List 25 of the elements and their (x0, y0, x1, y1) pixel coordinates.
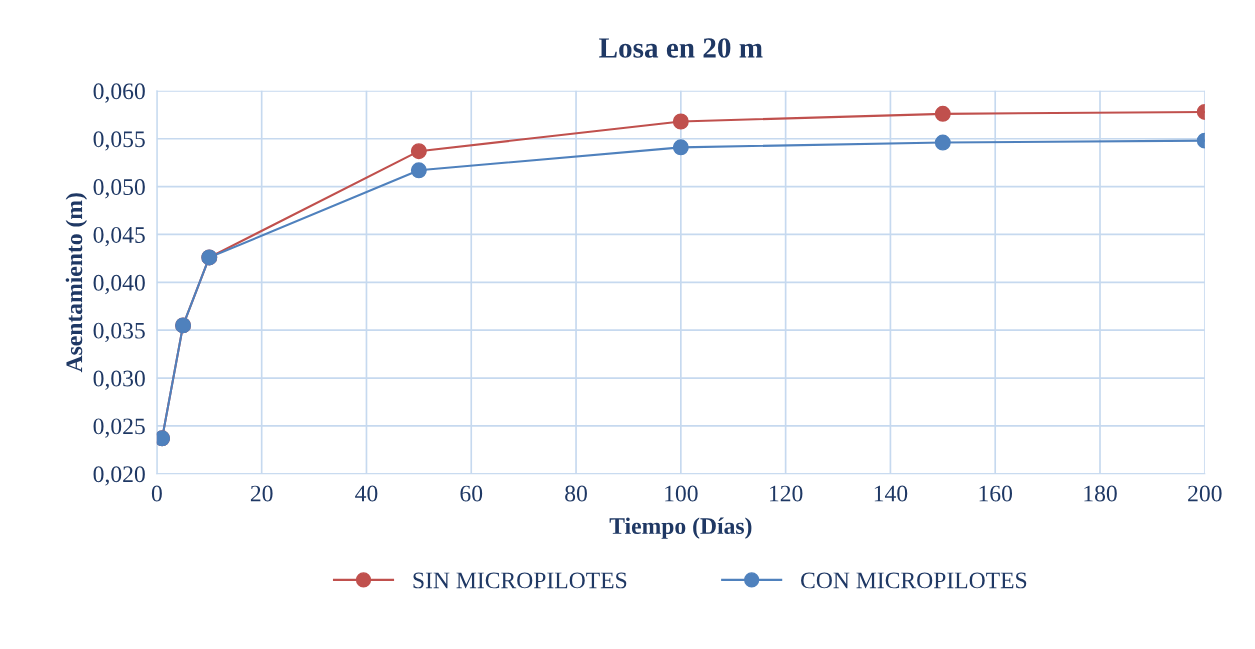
x-tick-label: 200 (1188, 485, 1222, 502)
y-tick-label: 0,060 (93, 83, 145, 103)
x-tick-label: 80 (565, 485, 587, 502)
x-tick-label: 140 (874, 485, 908, 502)
x-tick-label: 160 (979, 485, 1013, 502)
y-tick-label: 0,045 (93, 226, 145, 247)
x-tick-label: 120 (770, 485, 803, 502)
y-tick-label: 0,050 (93, 179, 145, 199)
x-tick-label: 0 (151, 485, 162, 502)
x-tick-label: 60 (460, 485, 483, 502)
x-axis-title: Tiempo (Días) (609, 517, 752, 539)
x-tick-label: 180 (1084, 485, 1117, 502)
legend-label: SIN MICROPILOTES (413, 572, 627, 589)
y-axis-title: Asentamiento (m) (65, 193, 88, 373)
chart-title: Losa en 20 m (599, 38, 763, 58)
y-tick-label: 0,055 (93, 131, 145, 151)
y-tick-label: 0,020 (93, 466, 145, 486)
x-tick-label: 100 (665, 485, 698, 502)
x-tick-label: 40 (355, 485, 378, 502)
y-tick-label: 0,030 (93, 370, 145, 390)
x-tick-label: 20 (250, 485, 273, 502)
y-tick-label: 0,035 (93, 322, 145, 342)
y-tick-label: 0,025 (93, 418, 145, 438)
y-tick-label: 0,040 (93, 274, 145, 295)
legend-label: CON MICROPILOTES (801, 572, 1027, 589)
